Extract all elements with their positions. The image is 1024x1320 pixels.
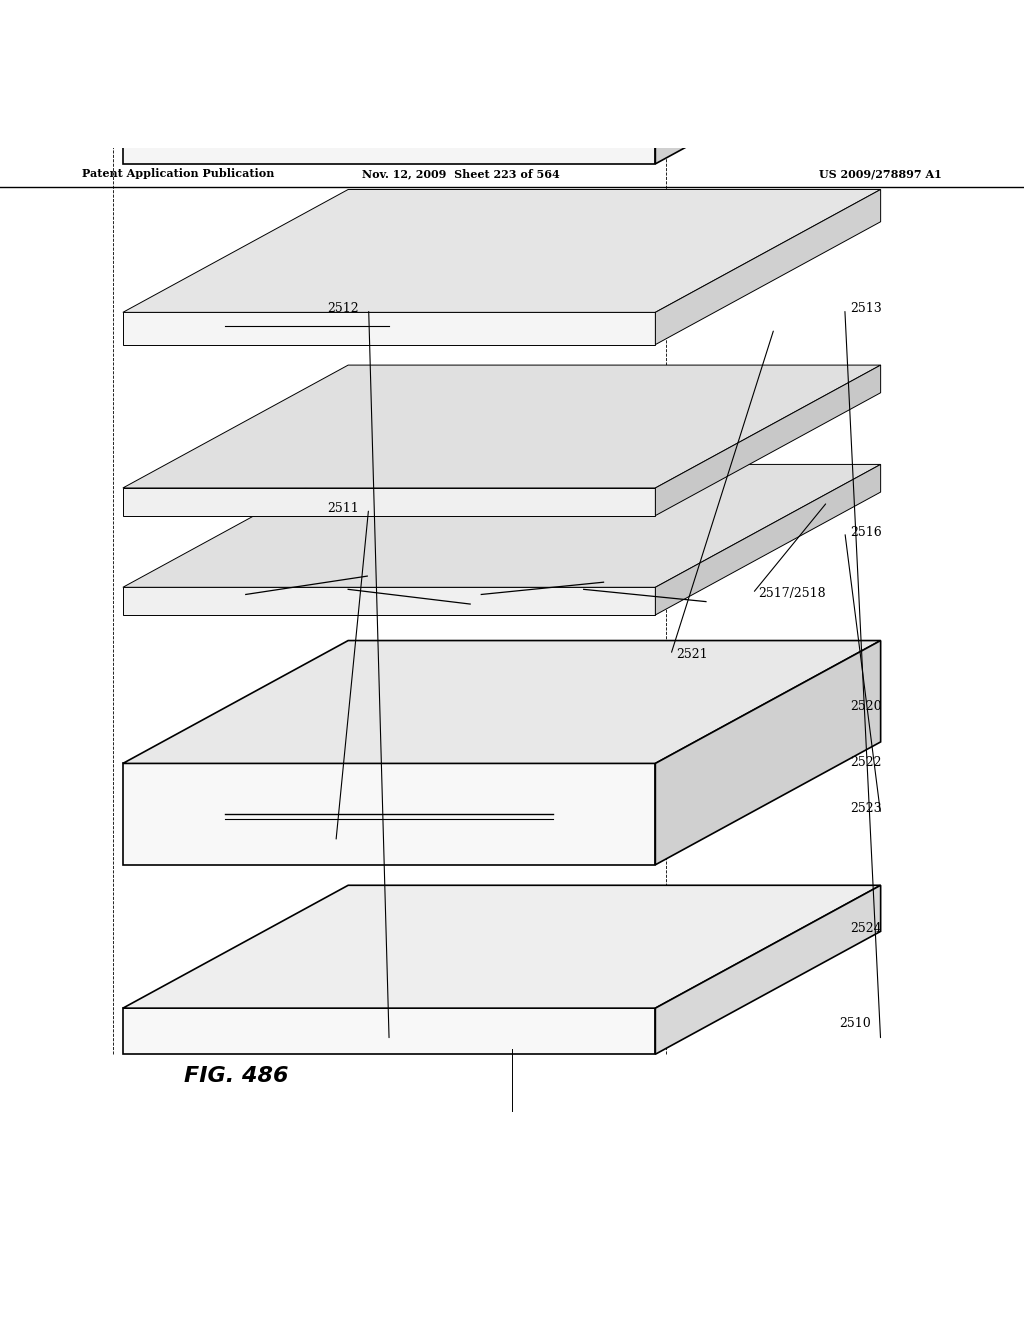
Text: 2523: 2523	[850, 803, 882, 814]
Text: 2524: 2524	[850, 921, 882, 935]
Text: 2512: 2512	[328, 302, 359, 315]
Polygon shape	[123, 587, 655, 615]
Polygon shape	[123, 366, 881, 488]
Polygon shape	[123, 0, 881, 99]
Polygon shape	[655, 0, 881, 164]
Polygon shape	[123, 465, 881, 587]
Polygon shape	[123, 763, 655, 865]
Polygon shape	[655, 190, 881, 345]
Text: 2510: 2510	[840, 1016, 871, 1030]
Text: FIG. 486: FIG. 486	[184, 1065, 289, 1086]
Polygon shape	[655, 886, 881, 1055]
Text: 2511: 2511	[328, 502, 359, 515]
Text: US 2009/278897 A1: US 2009/278897 A1	[819, 168, 942, 180]
Polygon shape	[123, 640, 881, 763]
Text: 2521: 2521	[676, 648, 708, 661]
Polygon shape	[123, 99, 655, 164]
Polygon shape	[123, 1008, 655, 1055]
Text: 2520: 2520	[850, 700, 882, 713]
Text: 2522: 2522	[850, 756, 882, 768]
Text: Patent Application Publication: Patent Application Publication	[82, 168, 274, 180]
Polygon shape	[655, 366, 881, 516]
Polygon shape	[123, 190, 881, 313]
Polygon shape	[655, 640, 881, 865]
Text: 2513: 2513	[850, 302, 882, 315]
Text: Nov. 12, 2009  Sheet 223 of 564: Nov. 12, 2009 Sheet 223 of 564	[361, 168, 560, 180]
Polygon shape	[123, 886, 881, 1008]
Polygon shape	[655, 465, 881, 615]
Text: 2516: 2516	[850, 525, 882, 539]
Polygon shape	[123, 313, 655, 345]
Text: 2517/2518: 2517/2518	[758, 587, 825, 599]
Polygon shape	[123, 488, 655, 516]
